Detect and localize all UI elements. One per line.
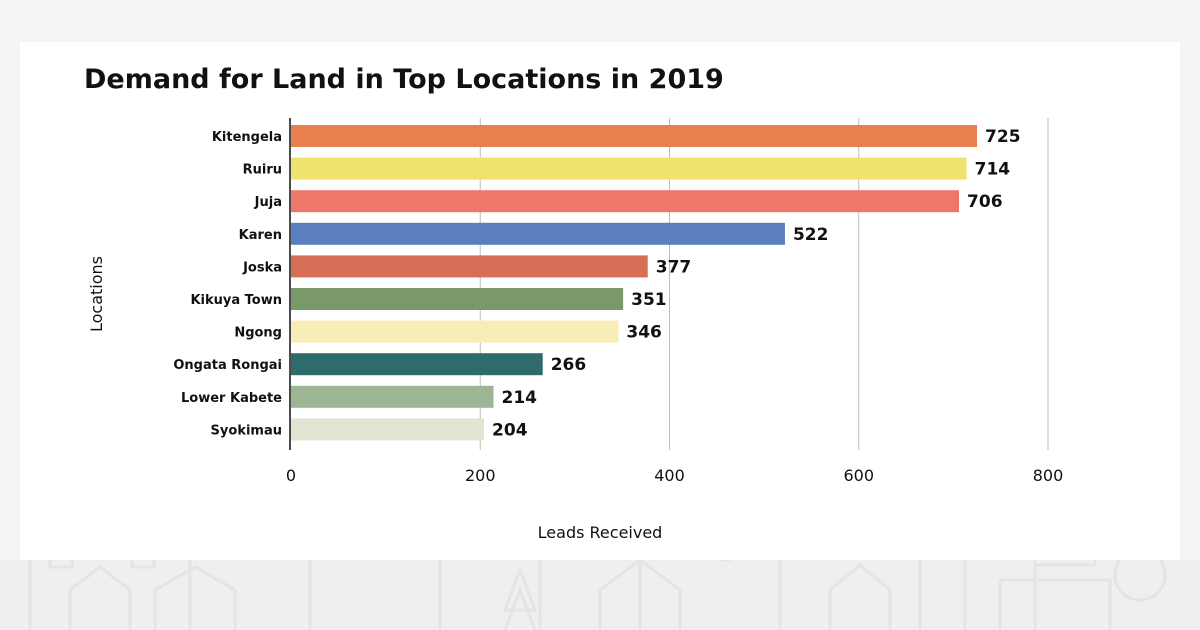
x-tick-labels: 0 200 400 600 800	[286, 466, 1063, 485]
bar	[291, 222, 785, 245]
bar	[291, 157, 967, 180]
value-label: 204	[492, 420, 528, 440]
bar	[291, 125, 978, 147]
category-label: Ngong	[234, 326, 282, 341]
category-label: Syokimau	[211, 423, 282, 438]
category-label: Joska	[242, 260, 282, 275]
x-tick-label: 600	[843, 466, 874, 485]
value-label: 706	[967, 192, 1003, 212]
x-tick-label: 400	[654, 466, 685, 485]
value-label: 214	[501, 388, 537, 408]
chart-title: Demand for Land in Top Locations in 2019	[84, 64, 724, 95]
value-label: 346	[626, 323, 662, 343]
bar	[291, 385, 494, 408]
bars	[291, 125, 978, 441]
value-label: 377	[656, 257, 692, 277]
category-label: Lower Kabete	[181, 391, 282, 406]
value-label: 725	[985, 127, 1021, 147]
category-label: Karen	[239, 228, 282, 243]
bar	[291, 288, 624, 310]
bar	[291, 255, 648, 278]
y-axis-label: Locations	[87, 256, 106, 332]
category-label: Kikuya Town	[190, 293, 282, 308]
category-label: Juja	[254, 195, 282, 210]
x-tick-label: 800	[1033, 466, 1064, 485]
value-labels: 725 714 706 522 377 351 346 266 214 204	[492, 127, 1020, 440]
value-label: 351	[631, 290, 667, 310]
value-label: 714	[975, 160, 1011, 180]
bar	[291, 353, 543, 376]
category-label: Ruiru	[243, 163, 282, 178]
bar	[291, 320, 619, 343]
bar	[291, 418, 485, 441]
bar	[291, 190, 960, 213]
value-label: 266	[551, 355, 587, 375]
x-tick-label: 200	[465, 466, 496, 485]
x-axis-label: Leads Received	[538, 523, 663, 542]
category-label: Kitengela	[212, 130, 282, 145]
category-label: Ongata Rongai	[173, 358, 282, 373]
value-label: 522	[793, 225, 829, 245]
x-tick-label: 0	[286, 466, 296, 485]
category-labels: Kitengela Ruiru Juja Karen Joska Kikuya Town N…	[173, 130, 282, 438]
